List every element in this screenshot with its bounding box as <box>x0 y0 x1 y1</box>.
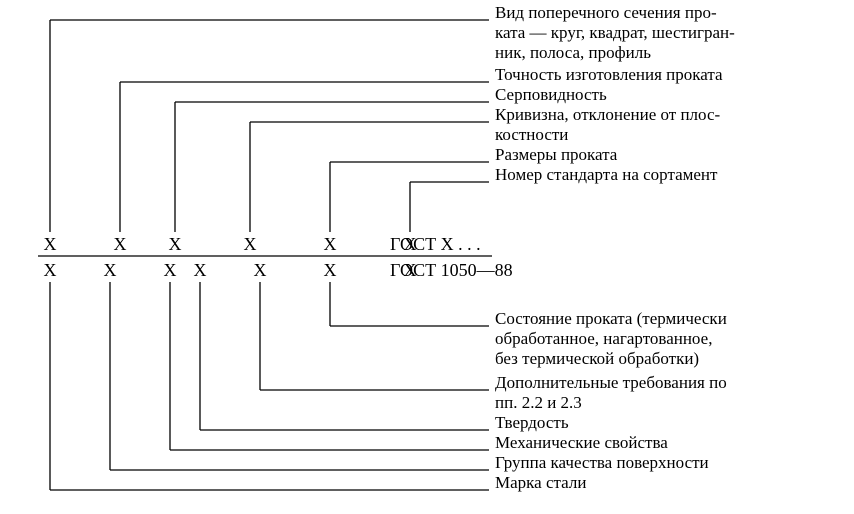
numerator-x-3: X <box>244 234 257 254</box>
gost-bot: ГОСТ 1050—88 <box>390 260 513 280</box>
top-label-3-line-0: Кривизна, отклонение от плос- <box>495 105 721 124</box>
top-label-0-line-0: Вид поперечного сечения про- <box>495 3 717 22</box>
top-label-2-line-0: Серповидность <box>495 85 607 104</box>
denominator-x-5: X <box>324 260 337 280</box>
top-label-4-line-0: Размеры проката <box>495 145 618 164</box>
bot-label-3-line-0: Твердость <box>495 413 569 432</box>
bot-label-4-line-1: пп. 2.2 и 2.3 <box>495 393 582 412</box>
bot-label-5-line-1: обработанное, нагартованное, <box>495 329 712 348</box>
denominator-x-3: X <box>194 260 207 280</box>
denominator-x-2: X <box>164 260 177 280</box>
numerator-x-1: X <box>114 234 127 254</box>
top-label-5-line-0: Номер стандарта на сортамент <box>495 165 718 184</box>
bot-label-1-line-0: Группа качества поверхности <box>495 453 709 472</box>
denominator-x-4: X <box>254 260 267 280</box>
bot-label-5-line-0: Состояние проката (термически <box>495 309 727 328</box>
bot-label-5-line-2: без термической обработки) <box>495 349 699 368</box>
bot-label-0-line-0: Марка стали <box>495 473 586 492</box>
bot-label-4-line-0: Дополнительные требования по <box>495 373 727 392</box>
designation-scheme-diagram: XXXXXXXXXXXXXГОСТ X . . .ГОСТ 1050—88Вид… <box>0 0 854 514</box>
gost-top: ГОСТ X . . . <box>390 234 481 254</box>
denominator-x-1: X <box>104 260 117 280</box>
top-label-0-line-1: ката — круг, квадрат, шестигран- <box>495 23 735 42</box>
top-label-0-line-2: ник, полоса, профиль <box>495 43 651 62</box>
numerator-x-0: X <box>44 234 57 254</box>
bot-label-2-line-0: Механические свойства <box>495 433 668 452</box>
top-label-1-line-0: Точность изготовления проката <box>495 65 723 84</box>
top-label-3-line-1: костности <box>495 125 568 144</box>
numerator-x-2: X <box>169 234 182 254</box>
denominator-x-0: X <box>44 260 57 280</box>
numerator-x-4: X <box>324 234 337 254</box>
